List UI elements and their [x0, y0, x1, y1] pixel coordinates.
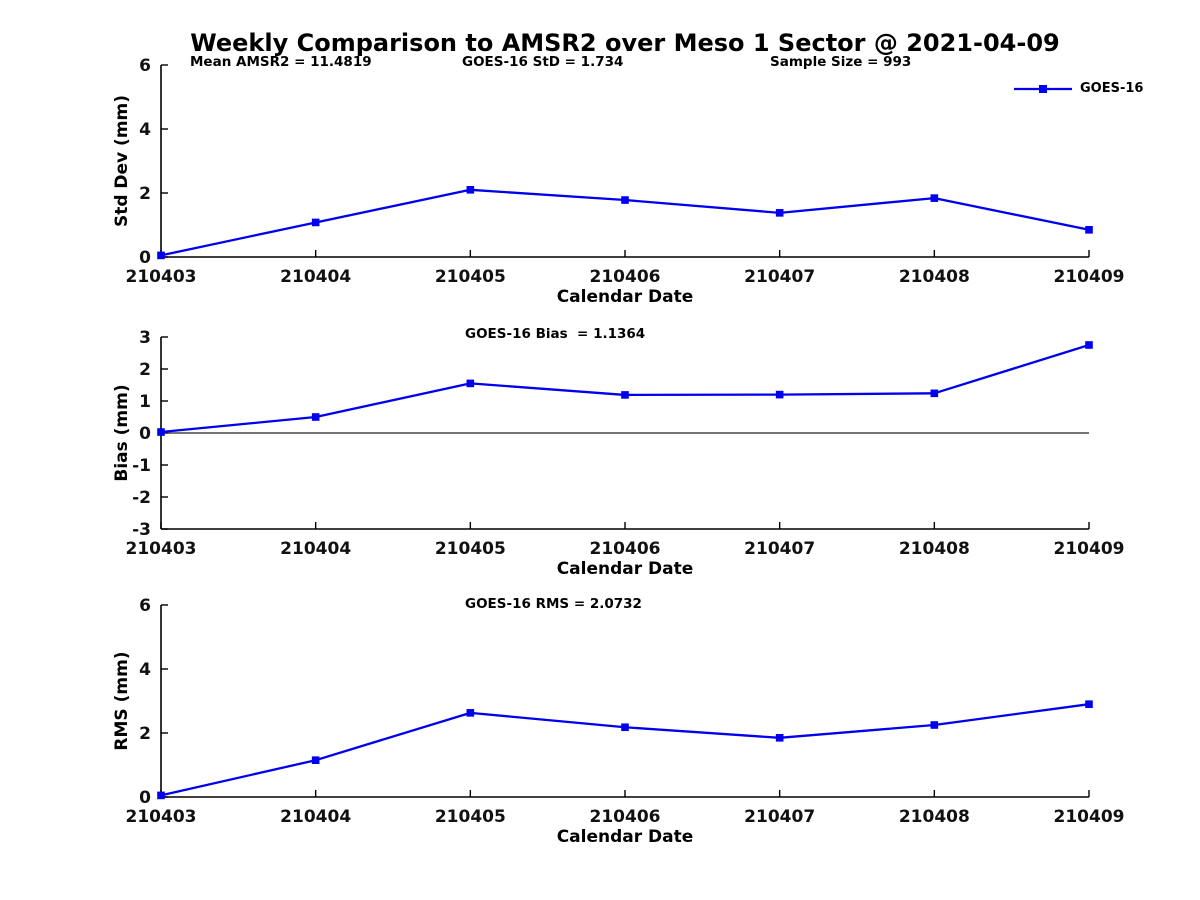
x-tick-label: 210407	[744, 807, 815, 827]
legend-line-sample	[1014, 84, 1072, 93]
x-tick-label: 210409	[1054, 267, 1125, 287]
x-tick-label: 210404	[280, 807, 351, 827]
annotation-goes16-bias: GOES-16 Bias = 1.1364	[465, 326, 646, 342]
annotation-mean-amsr2: Mean AMSR2 = 11.4819	[190, 54, 372, 70]
y-tick-label: 6	[139, 56, 151, 76]
x-tick-label: 210408	[899, 807, 970, 827]
x-tick-label: 210405	[435, 807, 506, 827]
x-tick-label: 210406	[590, 267, 661, 287]
data-point-marker	[466, 379, 475, 388]
series-line-goes-16	[160, 703, 1090, 797]
y-tick-label: 4	[139, 660, 151, 680]
annotation-sample-size: Sample Size = 993	[770, 54, 912, 70]
data-point-marker	[621, 723, 629, 732]
annotation-goes16-rms: GOES-16 RMS = 2.0732	[465, 596, 642, 612]
y-tick-label: 0	[139, 788, 151, 808]
data-point-marker	[775, 734, 784, 742]
data-point-marker	[775, 209, 784, 217]
data-point-marker	[157, 251, 165, 260]
data-point-marker	[621, 391, 629, 399]
y-tick-label: 3	[139, 328, 151, 348]
y-tick-label: 0	[139, 424, 151, 444]
figure-title: Weekly Comparison to AMSR2 over Meso 1 S…	[190, 29, 1060, 57]
data-point-marker	[466, 186, 475, 194]
x-tick-label: 210409	[1054, 807, 1125, 827]
legend: GOES-16	[1014, 81, 1143, 96]
data-point-marker	[1085, 700, 1093, 708]
x-tick-label: 210403	[126, 807, 197, 827]
y-tick-label: -3	[132, 520, 151, 540]
data-point-marker	[930, 194, 939, 202]
data-point-marker	[775, 390, 784, 399]
data-point-marker	[1085, 341, 1093, 349]
x-tick-label: 210406	[590, 807, 661, 827]
y-tick-label: 4	[139, 120, 151, 140]
data-point-marker	[930, 389, 939, 398]
x-axis-label-calendar-date: Calendar Date	[556, 559, 694, 579]
data-point-marker	[311, 756, 320, 764]
y-tick-label: 6	[139, 596, 151, 616]
data-point-marker	[311, 413, 320, 421]
x-tick-label: 210407	[744, 267, 815, 287]
y-tick-label: 1	[139, 392, 151, 412]
x-tick-label: 210407	[744, 539, 815, 559]
x-tick-label: 210406	[590, 539, 661, 559]
legend-label: GOES-16	[1080, 81, 1144, 96]
x-tick-label: 210404	[280, 267, 351, 287]
data-point-marker	[930, 721, 939, 729]
data-point-marker	[157, 428, 165, 436]
y-tick-label: -2	[132, 488, 151, 508]
y-tick-label: 2	[139, 360, 151, 380]
x-tick-label: 210408	[899, 267, 970, 287]
data-point-marker	[157, 791, 165, 800]
y-tick-label: 2	[139, 724, 151, 744]
x-tick-label: 210405	[435, 267, 506, 287]
y-tick-label: -1	[132, 456, 151, 476]
data-point-marker	[466, 709, 475, 717]
x-tick-label: 210403	[126, 539, 197, 559]
data-point-marker	[311, 218, 320, 227]
x-tick-label: 210403	[126, 267, 197, 287]
legend-sample-marker	[1039, 84, 1047, 93]
y-tick-label: 0	[139, 248, 151, 268]
x-axis-label-calendar-date: Calendar Date	[556, 827, 694, 847]
x-tick-label: 210409	[1054, 539, 1125, 559]
data-point-marker	[1085, 226, 1093, 234]
x-tick-label: 210405	[435, 539, 506, 559]
data-point-marker	[621, 196, 629, 204]
x-axis-label-calendar-date: Calendar Date	[556, 287, 694, 307]
y-tick-label: 2	[139, 184, 151, 204]
x-tick-label: 210404	[280, 539, 351, 559]
annotation-goes16-std: GOES-16 StD = 1.734	[462, 54, 624, 70]
x-tick-label: 210408	[899, 539, 970, 559]
